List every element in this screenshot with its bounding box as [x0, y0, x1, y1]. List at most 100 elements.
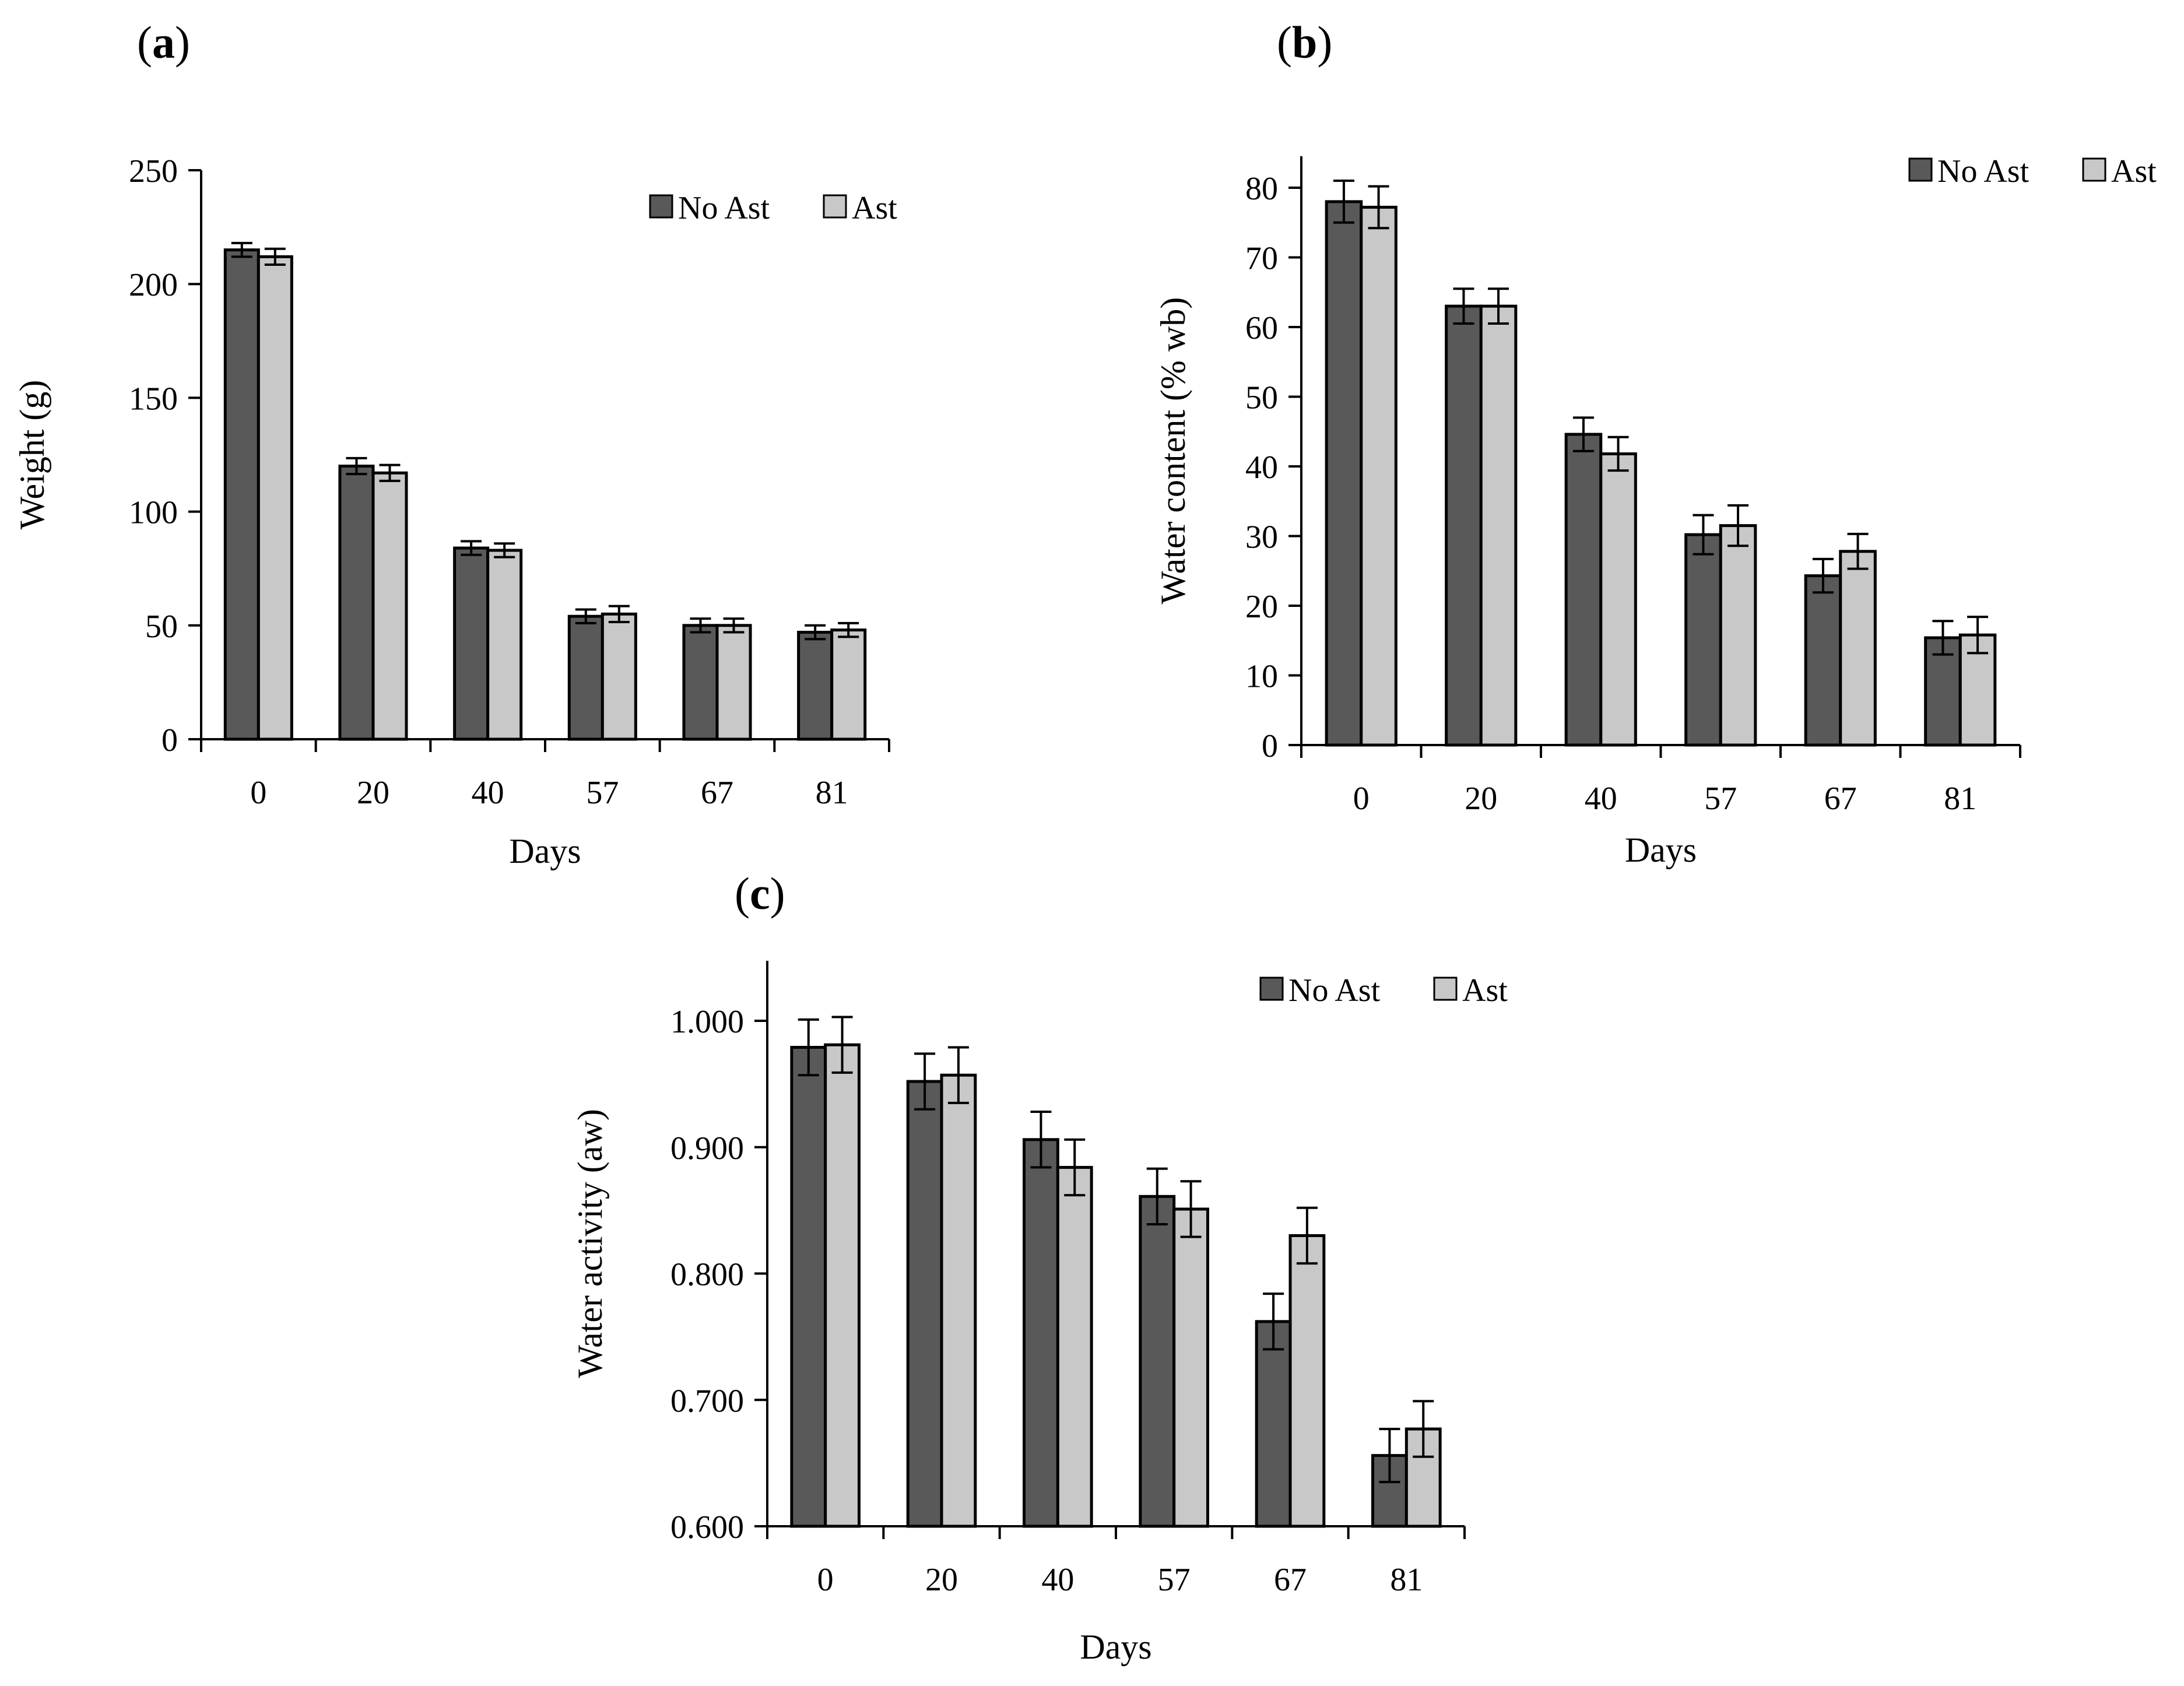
y-tick-label: 150: [129, 381, 178, 417]
legend-label: Ast: [852, 190, 897, 226]
y-tick-label: 0.900: [670, 1130, 744, 1167]
bar-ast: [1056, 1165, 1093, 1528]
y-tick-label: 0.600: [670, 1509, 744, 1546]
bar-chart-a: 0 50 100 150 200 250 0 20 40 57 67 81 Days Weight (g)…: [13, 153, 897, 870]
bar-no-ast: [797, 631, 834, 741]
bar-no-ast: [682, 624, 719, 741]
x-tick-label: 40: [1585, 781, 1617, 817]
y-axis-title: Water activity (aw): [571, 1109, 609, 1378]
y-tick-label: 40: [1245, 449, 1278, 486]
bar-no-ast: [1023, 1138, 1059, 1528]
bar-no-ast: [1325, 200, 1363, 747]
chart-panel-a: (a) 0 50 100 150 200 250 0 20 40 57 67 81 Days Weight…: [0, 0, 933, 874]
legend-label: No Ast: [1288, 972, 1381, 1009]
bar-ast: [1599, 452, 1637, 747]
x-tick-label: 20: [925, 1562, 958, 1598]
bar-ast: [486, 549, 523, 741]
bar-no-ast: [223, 248, 260, 741]
x-tick-label: 20: [357, 775, 389, 811]
y-tick-label: 0: [161, 722, 178, 758]
chart-panel-b: (b) 0 10 20 30 40 50 60 70 80 0 20 40 57 67 81 Days Wate…: [1108, 0, 2184, 874]
x-tick-label: 81: [1390, 1562, 1423, 1598]
y-tick-label: 80: [1245, 171, 1278, 207]
x-tick-label: 57: [1158, 1562, 1191, 1598]
bar-chart-c: 0.600 0.700 0.800 0.900 1.000 0 20 40 57 67 81 Days…: [571, 961, 1508, 1666]
bar-no-ast: [1564, 433, 1603, 747]
y-tick-label: 70: [1245, 241, 1278, 277]
bar-ast: [940, 1073, 977, 1528]
x-tick-label: 67: [701, 775, 733, 811]
y-tick-label: 250: [129, 153, 178, 189]
x-tick-label: 0: [817, 1562, 834, 1598]
panel-letter: a: [152, 17, 175, 68]
bar-ast: [1719, 524, 1757, 747]
y-tick-label: 0.800: [670, 1257, 744, 1293]
x-tick-label: 57: [1704, 781, 1737, 817]
legend-swatch: [1908, 157, 1933, 182]
bar-chart-b: 0 10 20 30 40 50 60 70 80 0 20 40 57 67 81 Days Water co…: [1154, 153, 2157, 869]
panel-label: (b): [1277, 17, 1333, 68]
legend-label: Ast: [1462, 972, 1508, 1009]
x-tick-label: 40: [1041, 1562, 1074, 1598]
bar-ast: [257, 255, 293, 741]
legend-label: Ast: [2111, 153, 2157, 189]
x-tick-label: 0: [250, 775, 266, 811]
bar-ast: [601, 612, 637, 741]
y-tick-label: 0: [1262, 728, 1278, 764]
y-tick-label: 0.700: [670, 1383, 744, 1419]
y-tick-label: 50: [145, 609, 178, 645]
bar-no-ast: [567, 614, 604, 741]
x-axis-title: Days: [1625, 831, 1697, 869]
panel-label: (c): [735, 868, 785, 919]
bar-ast: [1288, 1234, 1326, 1528]
x-tick-label: 40: [472, 775, 504, 811]
x-axis-title: Days: [1080, 1628, 1151, 1666]
panel-letter: c: [749, 868, 770, 919]
legend-label: No Ast: [678, 190, 770, 226]
x-tick-label: 20: [1465, 781, 1497, 817]
x-tick-label: 57: [586, 775, 619, 811]
bar-no-ast: [1139, 1195, 1176, 1528]
x-tick-label: 67: [1824, 781, 1857, 817]
legend-swatch: [2082, 157, 2106, 182]
y-tick-label: 10: [1245, 659, 1278, 695]
x-axis-title: Days: [509, 832, 581, 870]
bar-ast: [830, 628, 867, 741]
bar-ast: [1839, 550, 1877, 747]
bar-no-ast: [906, 1080, 943, 1528]
y-tick-label: 200: [129, 267, 178, 303]
bar-no-ast: [1804, 574, 1842, 747]
x-tick-label: 81: [816, 775, 848, 811]
y-axis-title: Weight (g): [13, 380, 51, 530]
x-tick-label: 0: [1353, 781, 1370, 817]
legend-swatch: [823, 194, 847, 219]
bar-no-ast: [790, 1046, 827, 1528]
panel-label: (a): [137, 17, 190, 68]
y-tick-label: 100: [129, 495, 178, 531]
bar-ast: [1172, 1207, 1209, 1528]
bar-ast: [1360, 205, 1398, 747]
chart-panel-c: (c) 0.600 0.700 0.800 0.900 1.000 0 20 40 57 67 81…: [554, 845, 1545, 1686]
bar-no-ast: [1255, 1320, 1292, 1528]
legend-swatch: [649, 194, 673, 219]
x-tick-label: 67: [1274, 1562, 1307, 1598]
x-tick-label: 81: [1944, 781, 1976, 817]
y-tick-label: 20: [1245, 589, 1278, 625]
bar-no-ast: [453, 546, 490, 741]
bar-no-ast: [338, 465, 375, 741]
y-tick-label: 60: [1245, 310, 1278, 346]
bar-ast: [1479, 304, 1518, 747]
bar-no-ast: [1684, 533, 1722, 747]
y-tick-label: 50: [1245, 380, 1278, 416]
panel-letter: b: [1291, 17, 1318, 68]
legend-swatch: [1259, 977, 1284, 1001]
y-tick-label: 1.000: [670, 1004, 744, 1040]
y-axis-title: Water content (% wb): [1154, 297, 1192, 605]
bar-ast: [715, 624, 752, 741]
bar-ast: [824, 1043, 861, 1528]
y-tick-label: 30: [1245, 519, 1278, 556]
bar-no-ast: [1445, 304, 1483, 747]
legend-label: No Ast: [1937, 153, 2029, 189]
legend-swatch: [1433, 977, 1458, 1001]
bar-ast: [371, 471, 408, 741]
